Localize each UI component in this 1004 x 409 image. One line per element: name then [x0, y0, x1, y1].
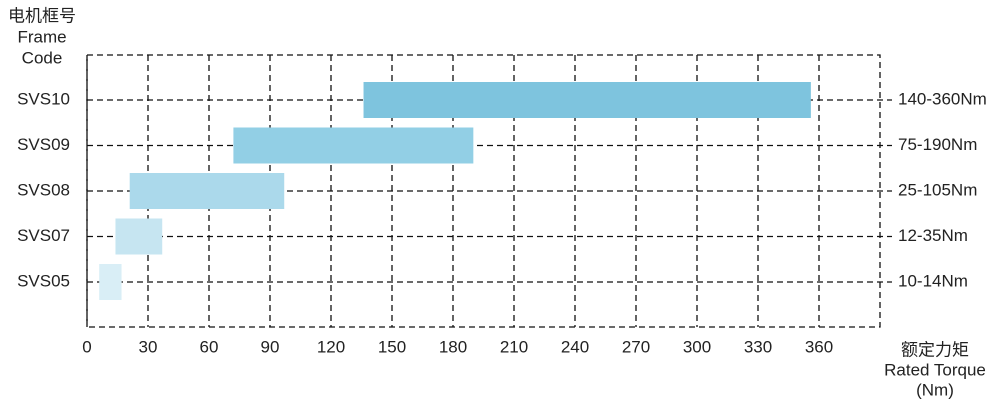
range-label: 140-360Nm	[898, 89, 987, 108]
x-tick-label: 0	[82, 337, 91, 356]
y-axis-title: Frame	[17, 27, 66, 46]
x-tick-label: 300	[683, 337, 711, 356]
x-tick-label: 180	[439, 337, 467, 356]
range-bar	[99, 264, 122, 300]
x-tick-label: 150	[378, 337, 406, 356]
range-bar	[129, 173, 285, 209]
y-tick-label: SVS08	[17, 180, 70, 199]
x-tick-label: 210	[500, 337, 528, 356]
range-label: 25-105Nm	[898, 180, 977, 199]
x-tick-label: 30	[139, 337, 158, 356]
x-axis-title: 额定力矩	[901, 340, 969, 359]
y-tick-label: SVS07	[17, 226, 70, 245]
range-bar	[115, 218, 163, 255]
y-axis-title: Code	[22, 48, 63, 67]
range-bar	[363, 82, 811, 118]
x-tick-label: 360	[805, 337, 833, 356]
x-tick-label: 90	[261, 337, 280, 356]
x-tick-label: 120	[317, 337, 345, 356]
x-tick-label: 240	[561, 337, 589, 356]
x-axis-title: Rated Torque	[884, 360, 986, 379]
y-tick-label: SVS09	[17, 135, 70, 154]
y-tick-label: SVS05	[17, 271, 70, 290]
y-tick-label: SVS10	[17, 89, 70, 108]
y-axis-title: 电机框号	[8, 6, 76, 25]
x-tick-label: 60	[200, 337, 219, 356]
x-tick-label: 270	[622, 337, 650, 356]
range-bar	[233, 127, 474, 164]
range-label: 75-190Nm	[898, 135, 977, 154]
x-axis-title: (Nm)	[916, 380, 954, 399]
x-tick-label: 330	[744, 337, 772, 356]
range-label: 12-35Nm	[898, 226, 968, 245]
range-label: 10-14Nm	[898, 271, 968, 290]
